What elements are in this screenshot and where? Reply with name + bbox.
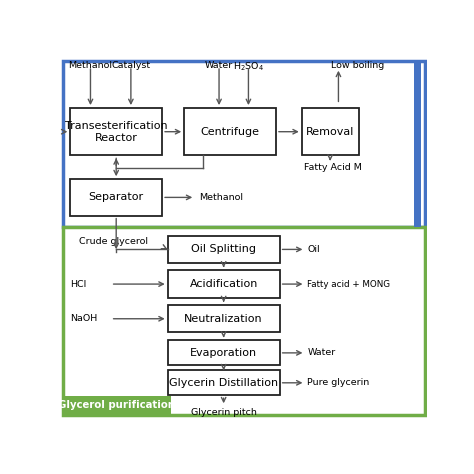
FancyBboxPatch shape (168, 305, 280, 332)
Text: Water: Water (205, 61, 233, 70)
Text: Water: Water (307, 348, 336, 357)
Text: Evaporation: Evaporation (190, 348, 257, 358)
FancyBboxPatch shape (70, 108, 162, 155)
FancyBboxPatch shape (414, 61, 421, 227)
Text: Glycerin Distillation: Glycerin Distillation (169, 378, 278, 388)
Text: Oil: Oil (307, 245, 320, 254)
FancyBboxPatch shape (184, 108, 276, 155)
FancyBboxPatch shape (63, 61, 425, 227)
Text: Catalyst: Catalyst (111, 61, 150, 70)
Text: Separator: Separator (89, 192, 144, 202)
Text: Methanol: Methanol (199, 193, 243, 202)
Text: Crude glycerol: Crude glycerol (80, 237, 148, 246)
FancyBboxPatch shape (168, 340, 280, 365)
Text: NaOH: NaOH (70, 314, 98, 323)
Text: Fatty acid + MONG: Fatty acid + MONG (307, 280, 390, 289)
FancyBboxPatch shape (70, 179, 162, 216)
Text: H$_2$SO$_4$: H$_2$SO$_4$ (233, 61, 264, 73)
Text: HCl: HCl (70, 280, 87, 289)
FancyBboxPatch shape (63, 227, 425, 415)
FancyBboxPatch shape (168, 270, 280, 298)
Text: Centrifuge: Centrifuge (201, 127, 260, 137)
Text: Removal: Removal (306, 127, 355, 137)
Text: Glycerol purification: Glycerol purification (58, 400, 175, 410)
Text: Neutralization: Neutralization (184, 314, 263, 324)
FancyBboxPatch shape (63, 396, 171, 415)
Text: Methanol: Methanol (68, 61, 112, 70)
Text: Oil Splitting: Oil Splitting (191, 245, 256, 255)
Text: Low boiling: Low boiling (331, 61, 384, 70)
FancyBboxPatch shape (301, 108, 359, 155)
Text: Pure glycerin: Pure glycerin (307, 378, 369, 387)
Text: Acidification: Acidification (190, 279, 258, 289)
Text: Transesterification
Reactor: Transesterification Reactor (65, 121, 167, 143)
Text: Glycerin pitch: Glycerin pitch (191, 408, 256, 417)
FancyBboxPatch shape (168, 370, 280, 395)
FancyBboxPatch shape (168, 236, 280, 263)
Text: Fatty Acid M: Fatty Acid M (303, 163, 361, 172)
